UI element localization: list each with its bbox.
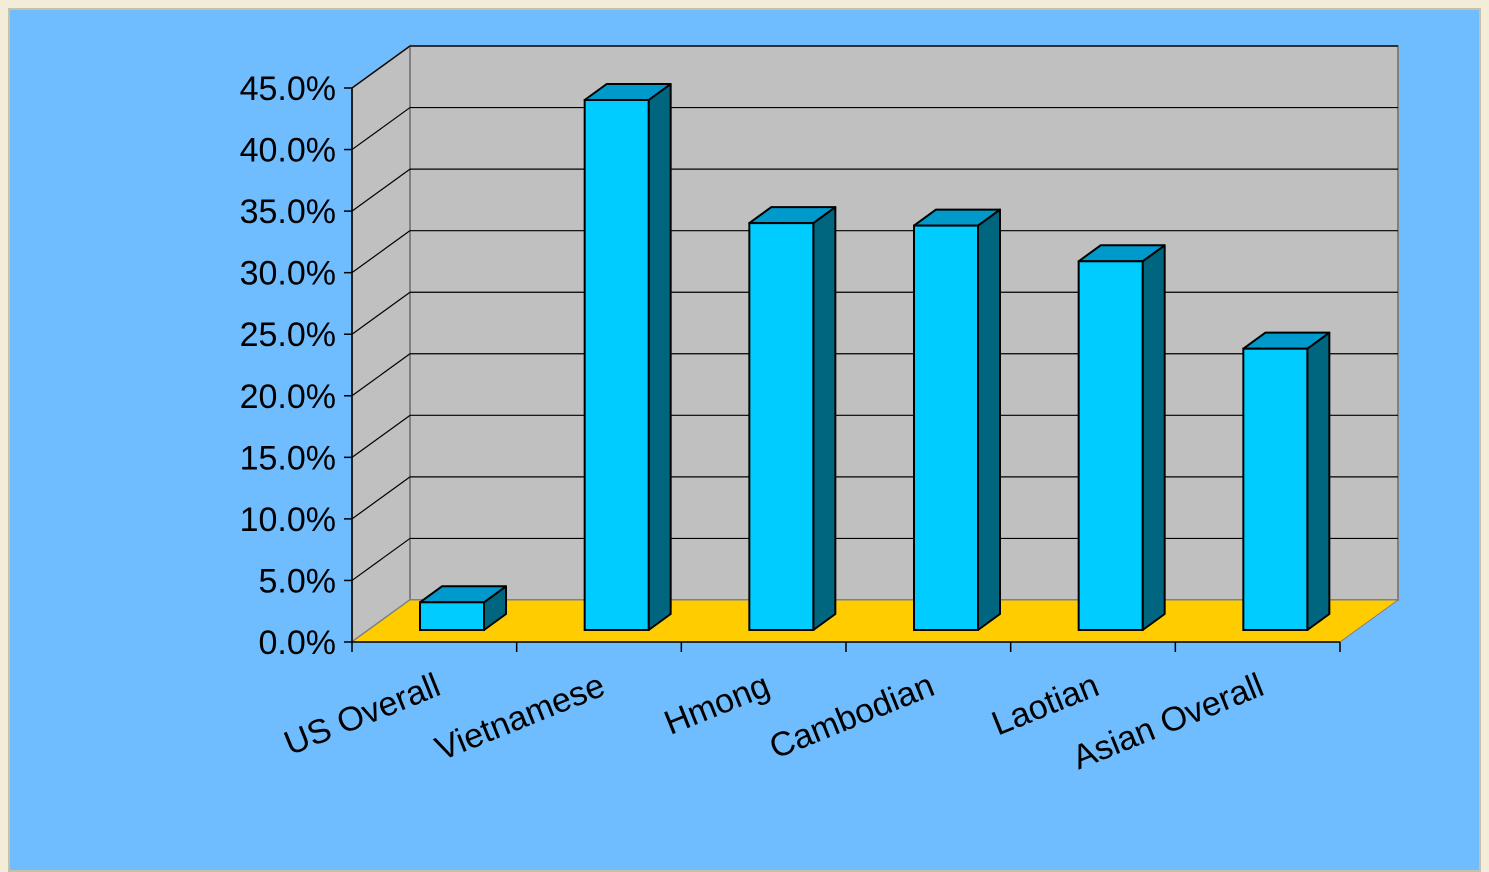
y-tick-label: 0.0% xyxy=(259,624,337,662)
y-tick-label: 20.0% xyxy=(240,378,336,416)
gridlines xyxy=(351,45,1398,581)
gridline-side xyxy=(351,291,411,335)
bar xyxy=(748,206,837,631)
bar-side xyxy=(1306,331,1331,631)
y-tick-label: 5.0% xyxy=(259,562,337,600)
bar-side xyxy=(1141,244,1166,631)
gridline-side xyxy=(351,476,411,520)
gridline-side xyxy=(351,414,411,458)
category-label: Hmong xyxy=(659,666,775,742)
bar xyxy=(1242,331,1331,631)
bar xyxy=(1077,244,1166,631)
bar-front xyxy=(1242,347,1309,631)
bar-side xyxy=(812,206,837,631)
category-label: Cambodian xyxy=(764,666,939,766)
y-tick-label: 25.0% xyxy=(240,316,336,354)
bar-side xyxy=(977,208,1001,631)
bar xyxy=(583,83,672,631)
bars xyxy=(419,83,1331,632)
gridline-side xyxy=(351,230,411,274)
gridline-side xyxy=(351,107,411,151)
chart-walls xyxy=(350,44,1400,644)
y-tick-label: 35.0% xyxy=(240,193,336,231)
side-wall xyxy=(351,44,411,644)
gridline-side xyxy=(351,353,411,397)
bar-front xyxy=(583,99,650,631)
category-label: Asian Overall xyxy=(1067,666,1269,777)
y-tick-label: 10.0% xyxy=(240,501,336,539)
y-tick-label: 40.0% xyxy=(240,132,336,170)
category-label: US Overall xyxy=(279,666,446,763)
chart-frame: 0.0% 5.0% 10.0% 15.0% 20.0% 25.0% 30.0% 35.0% 40… xyxy=(8,8,1481,872)
bar-front xyxy=(913,224,979,631)
bar-chart: 0.0% 5.0% 10.0% 15.0% 20.0% 25.0% 30.0% 35.0% 40… xyxy=(240,44,1400,777)
category-label: Laotian xyxy=(987,666,1105,743)
category-label: Vietnamese xyxy=(430,666,610,768)
value-axis: 0.0% 5.0% 10.0% 15.0% 20.0% 25.0% 30.0% 35.0% 40… xyxy=(240,70,353,662)
bar-front xyxy=(1077,260,1144,631)
floor xyxy=(350,599,1400,643)
gridline-side xyxy=(351,537,411,581)
bar-front xyxy=(748,222,815,631)
gridline-side xyxy=(351,168,411,212)
y-tick-label: 15.0% xyxy=(240,439,336,477)
gridline-side xyxy=(351,45,411,89)
bar-front xyxy=(419,601,485,632)
y-tick-label: 45.0% xyxy=(240,70,336,108)
y-tick-label: 30.0% xyxy=(240,255,336,293)
bar xyxy=(913,208,1001,631)
bar xyxy=(419,585,507,632)
bar-side xyxy=(647,83,672,631)
